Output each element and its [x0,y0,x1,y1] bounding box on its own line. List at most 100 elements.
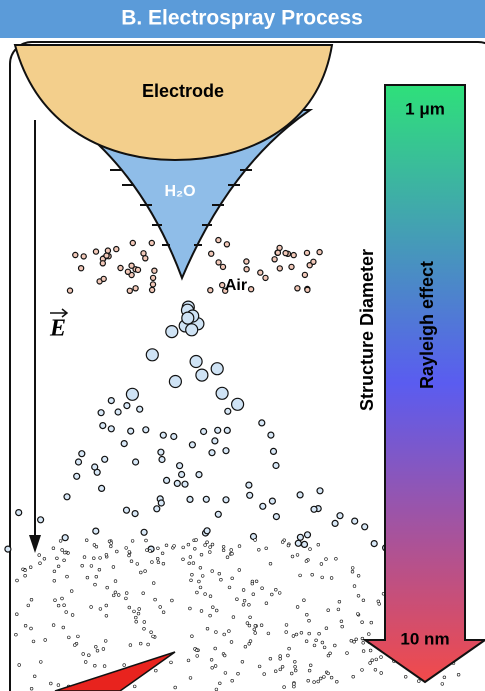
particle [29,686,34,691]
particle [103,639,108,643]
electrode-label: Electrode [142,81,224,101]
droplet [127,427,135,435]
vector-arrow [50,308,69,318]
particle [360,668,364,672]
droplet [267,431,275,439]
particle [148,549,152,553]
air-molecule [215,236,222,244]
particle [56,603,61,608]
field-arrowhead [29,535,41,553]
particle [190,634,194,638]
particle [379,671,383,675]
particle [324,626,329,630]
particle [270,592,274,597]
particle [345,651,349,655]
particle [319,562,324,566]
particle [329,675,334,680]
particle [98,556,102,560]
particle [137,607,141,611]
particle [247,603,251,607]
particle [227,585,232,590]
droplet [370,539,378,548]
particle [361,641,365,645]
gradient-arrow [361,84,485,684]
particle [164,543,169,547]
particle [94,645,98,649]
particle [55,556,59,560]
particle [219,577,223,582]
particle [142,620,147,624]
droplet [158,455,166,464]
particle [129,559,134,563]
particle [124,546,128,550]
charges [110,169,252,246]
droplet [203,527,211,535]
particle [152,581,156,585]
particle [130,539,135,543]
particle [87,653,91,657]
droplet [214,510,222,518]
droplet [140,528,148,536]
particle [89,564,94,568]
particle [143,569,147,573]
particle [253,631,257,635]
title-bar [0,0,485,38]
particle [193,547,197,551]
particle [80,563,84,568]
particle [132,609,136,614]
particle [356,612,360,616]
droplet [300,540,309,549]
particle [251,592,256,596]
particle [191,561,196,565]
particle [248,615,252,619]
particle [172,544,176,548]
particle [440,682,444,686]
particle [290,671,294,676]
particle [209,658,214,662]
air-molecule [219,263,227,271]
particle [306,678,310,683]
particle [188,606,192,611]
particle [235,597,239,601]
particle [352,640,356,644]
particle [203,543,207,547]
air-label: Air [225,277,247,294]
air-molecule [257,269,264,276]
droplet [157,499,165,507]
particle [320,640,325,645]
particle [349,638,353,643]
particle [340,624,344,629]
particle [194,538,198,542]
particle [160,551,165,555]
electrode [13,44,334,162]
particle [49,681,53,686]
particle [181,545,185,550]
particle [456,672,461,677]
particle [316,542,320,547]
particle [215,608,219,613]
droplet [142,426,150,434]
particle [85,575,90,580]
particle [203,592,207,596]
particle [52,569,57,573]
particle [208,613,212,618]
particle [154,668,158,673]
particle [37,553,41,557]
particle [84,538,89,542]
particle [243,644,248,649]
particle [111,565,116,569]
particle [142,627,146,631]
red-pointer [54,651,176,691]
particle [354,637,358,641]
droplet [258,419,266,427]
droplet [73,472,81,480]
particle [190,572,194,577]
particle [214,630,218,634]
droplet [294,539,302,547]
air-molecule [149,281,157,288]
particle [32,674,37,678]
droplet [74,458,83,466]
particle [58,539,63,543]
air-molecule [128,262,135,269]
particle [153,597,157,602]
